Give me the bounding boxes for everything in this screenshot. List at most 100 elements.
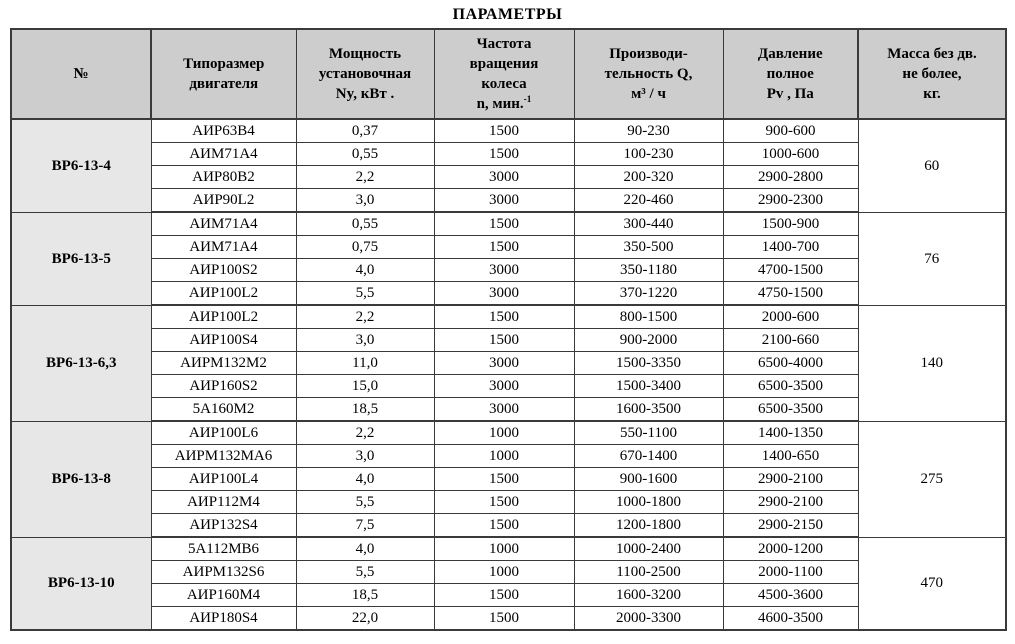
column-header-line: Давление [757, 45, 823, 62]
column-header-line: кг. [923, 86, 941, 103]
speed-cell: 3000 [433, 258, 575, 282]
motor-cell: АИР112М4 [150, 490, 297, 514]
pressure-cell: 4750-1500 [722, 281, 859, 306]
power-cell: 3,0 [295, 188, 435, 213]
column-header-line: колеса [481, 76, 527, 92]
flow-cell: 350-500 [573, 235, 724, 259]
flow-cell: 1000-2400 [573, 536, 724, 561]
flow-cell: 900-1600 [573, 467, 724, 491]
motor-cell: АИР100S4 [150, 328, 297, 352]
pressure-cell: 1000-600 [722, 142, 859, 166]
pressure-cell: 4700-1500 [722, 258, 859, 282]
table-row: 5А160М2 18,5 3000 1600-3500 6500-3500 [11, 397, 1006, 422]
speed-cell: 1500 [433, 513, 575, 538]
column-header-motor: Типоразмер двигателя [150, 28, 297, 120]
table-row: АИР80В2 2,2 3000 200-320 2900-2800 [11, 165, 1006, 189]
speed-cell: 1000 [433, 420, 575, 445]
speed-cell: 3000 [433, 374, 575, 398]
speed-cell: 1500 [433, 583, 575, 607]
pressure-cell: 1400-1350 [722, 420, 859, 445]
column-header-line: Типоразмер [183, 55, 265, 72]
column-header-mass: Масса без дв. не более, кг. [857, 28, 1007, 120]
column-header-line: Масса без дв. [887, 45, 977, 62]
speed-cell: 1000 [433, 560, 575, 584]
pressure-cell: 2000-1100 [722, 560, 859, 584]
power-cell: 7,5 [295, 513, 435, 538]
pressure-cell: 1500-900 [722, 211, 859, 236]
flow-cell: 1600-3500 [573, 397, 724, 422]
speed-cell: 1500 [433, 211, 575, 236]
table-row: АИМ71А4 0,75 1500 350-500 1400-700 [11, 235, 1006, 259]
motor-cell: АИР132S4 [150, 513, 297, 538]
power-cell: 2,2 [295, 420, 435, 445]
header-row: № Типоразмер двигателя Мощность установочная… [10, 28, 1007, 120]
speed-cell: 3000 [433, 397, 575, 422]
column-header-line: двигателя [189, 76, 259, 92]
motor-cell: АИР100L2 [150, 281, 297, 306]
pressure-cell: 2900-2100 [722, 467, 859, 491]
flow-cell: 550-1100 [573, 420, 724, 445]
pressure-cell: 6500-4000 [722, 351, 859, 375]
table-row: АИРМ132МА6 3,0 1000 670-1400 1400-650 [11, 444, 1006, 468]
flow-cell: 1200-1800 [573, 513, 724, 538]
flow-cell: 220-460 [573, 188, 724, 213]
column-header-line: м³ / ч [631, 86, 666, 103]
power-cell: 3,0 [295, 444, 435, 468]
column-header-line: не более, [902, 65, 962, 82]
table-row: АИР100S2 4,0 3000 350-1180 4700-1500 [11, 258, 1006, 282]
table-row: АИР100L2 5,5 3000 370-1220 4750-1500 [11, 281, 1006, 306]
pressure-cell: 2900-2100 [722, 490, 859, 514]
mass-value: 275 [857, 420, 1007, 538]
pressure-cell: 1400-700 [722, 235, 859, 259]
group-label: ВР6-13-10 [10, 536, 152, 631]
power-cell: 0,55 [295, 142, 435, 166]
pressure-cell: 2000-1200 [722, 536, 859, 561]
power-cell: 2,2 [295, 165, 435, 189]
column-header-flow: Производи-тельность Q, м³ / ч [573, 28, 724, 120]
pressure-cell: 6500-3500 [722, 397, 859, 422]
pressure-cell: 2900-2800 [722, 165, 859, 189]
column-header-line: № [73, 65, 89, 82]
flow-cell: 200-320 [573, 165, 724, 189]
pressure-cell: 4600-3500 [722, 606, 859, 631]
motor-cell: АИМ71А4 [150, 211, 297, 236]
speed-cell: 3000 [433, 281, 575, 306]
flow-cell: 900-2000 [573, 328, 724, 352]
table-row: АИР112М4 5,5 1500 1000-1800 2900-2100 [11, 490, 1006, 514]
column-header-power: Мощность установочная Ny, кВт . [295, 28, 435, 120]
power-cell: 0,75 [295, 235, 435, 259]
pressure-cell: 1400-650 [722, 444, 859, 468]
flow-cell: 1600-3200 [573, 583, 724, 607]
speed-cell: 3000 [433, 188, 575, 213]
parameters-table: № Типоразмер двигателя Мощность установочная… [10, 28, 1007, 631]
power-cell: 5,5 [295, 560, 435, 584]
motor-cell: АИРМ132S6 [150, 560, 297, 584]
power-cell: 4,0 [295, 536, 435, 561]
table-row: ВР6-13-5 АИМ71А4 0,55 1500 300-440 1500-900 76 [10, 211, 1007, 306]
mass-value: 470 [857, 536, 1007, 631]
flow-cell: 2000-3300 [573, 606, 724, 631]
column-header-line: установочная [318, 65, 412, 82]
page-title: ПАРАМЕТРЫ [452, 6, 563, 23]
column-header-line: Pv , Па [766, 86, 814, 103]
motor-cell: АИР160М4 [150, 583, 297, 607]
table-row: АИР100S4 3,0 1500 900-2000 2100-660 [11, 328, 1006, 352]
group-label: ВР6-13-4 [10, 118, 152, 213]
motor-cell: АИРМ132МА6 [150, 444, 297, 468]
motor-cell: АИР63В4 [150, 118, 297, 143]
table-row: АИР180S4 22,0 1500 2000-3300 4600-3500 [11, 606, 1006, 631]
power-cell: 5,5 [295, 281, 435, 306]
power-cell: 0,55 [295, 211, 435, 236]
mass-value: 60 [857, 118, 1007, 213]
flow-cell: 370-1220 [573, 281, 724, 306]
motor-cell: АИР100L6 [150, 420, 297, 445]
motor-cell: АИР100L2 [150, 304, 297, 329]
column-header-line: Частота [476, 35, 532, 52]
motor-cell: АИМ71А4 [150, 235, 297, 259]
table-row: АИМ71А4 0,55 1500 100-230 1000-600 [11, 142, 1006, 166]
power-cell: 18,5 [295, 397, 435, 422]
speed-cell: 1500 [433, 142, 575, 166]
superscript: -1 [523, 95, 532, 106]
flow-cell: 90-230 [573, 118, 724, 143]
